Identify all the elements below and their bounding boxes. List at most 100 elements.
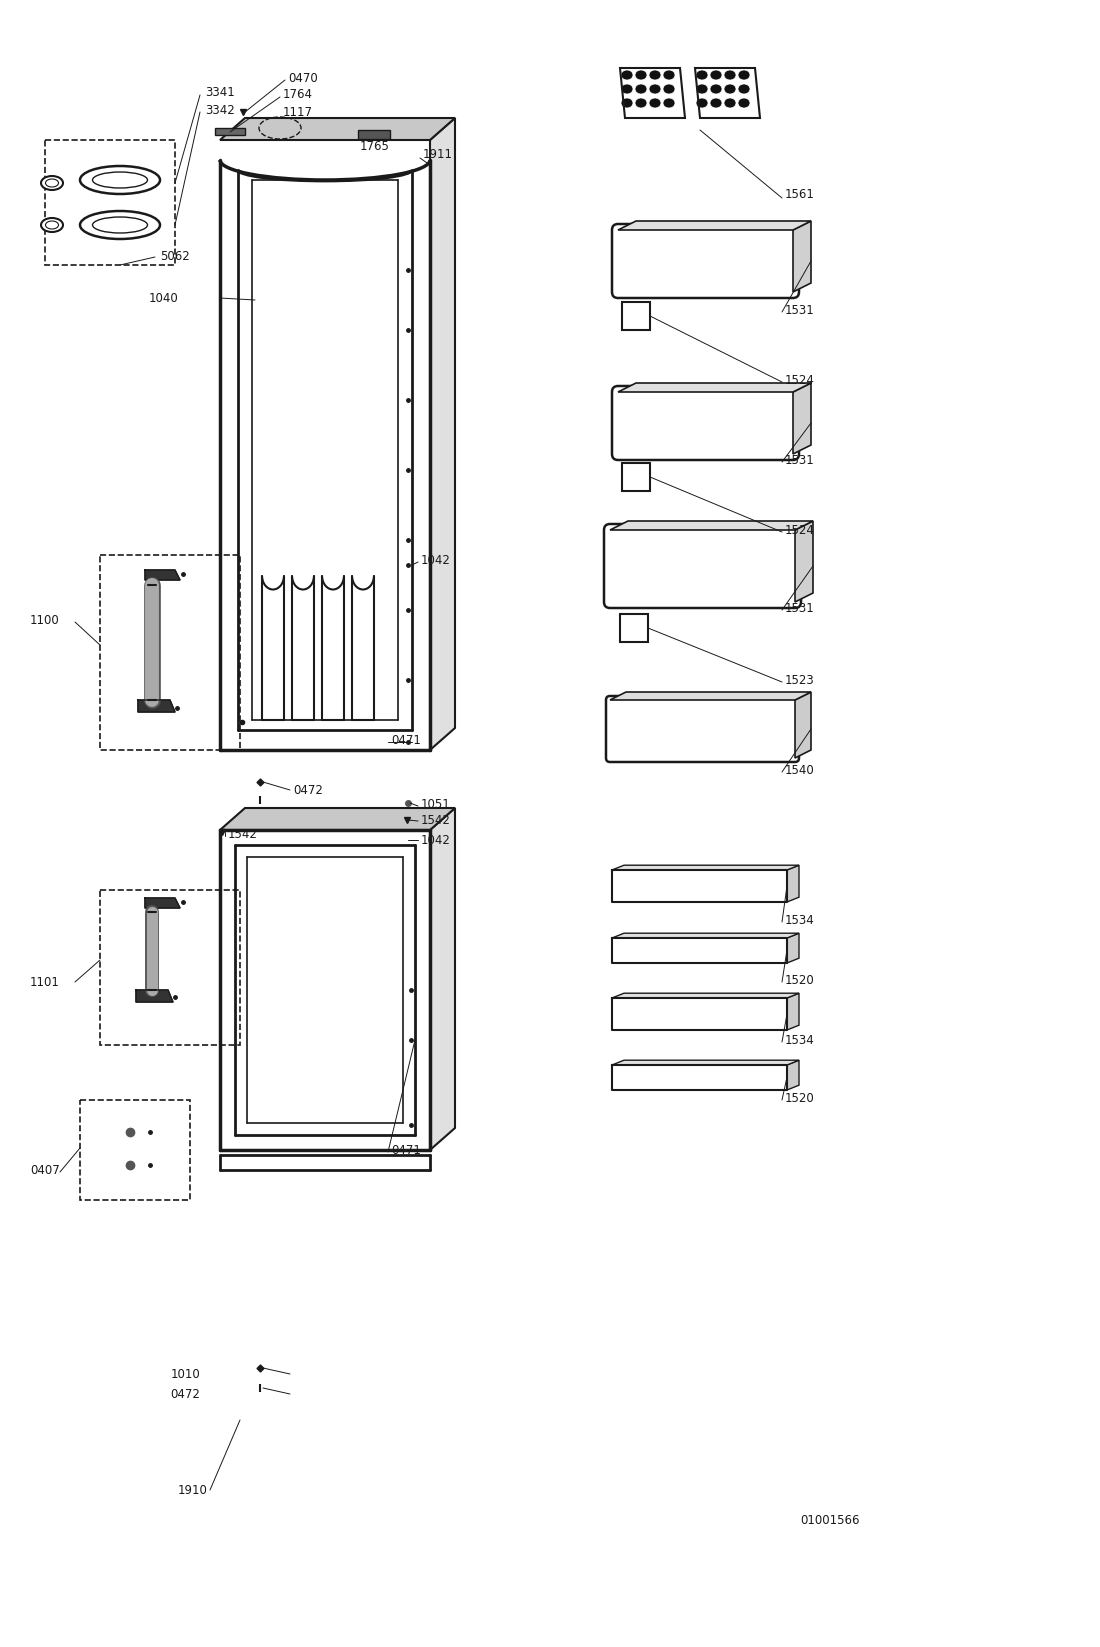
FancyBboxPatch shape: [604, 524, 801, 608]
Text: 1101: 1101: [30, 975, 59, 988]
Polygon shape: [786, 1061, 799, 1090]
Text: 01001566: 01001566: [800, 1514, 859, 1527]
Polygon shape: [145, 570, 180, 580]
Polygon shape: [786, 934, 799, 963]
Text: 1542: 1542: [228, 828, 257, 842]
Ellipse shape: [724, 99, 736, 109]
Text: 1765: 1765: [360, 140, 389, 153]
Text: 1531: 1531: [785, 453, 815, 466]
Polygon shape: [786, 865, 799, 903]
Text: 1910: 1910: [178, 1484, 208, 1497]
Text: 1010: 1010: [170, 1367, 200, 1380]
Bar: [45, 140, 175, 265]
Polygon shape: [145, 898, 180, 907]
Polygon shape: [786, 993, 799, 1029]
Ellipse shape: [738, 99, 750, 109]
Text: 0472: 0472: [293, 784, 323, 797]
Ellipse shape: [696, 71, 708, 81]
Polygon shape: [795, 520, 813, 603]
Text: 0407: 0407: [30, 1163, 59, 1176]
Ellipse shape: [621, 84, 632, 94]
Text: 1531: 1531: [785, 303, 815, 316]
Ellipse shape: [635, 99, 647, 109]
Bar: [620, 614, 648, 642]
Ellipse shape: [41, 176, 63, 189]
Ellipse shape: [738, 71, 750, 81]
Text: 1100: 1100: [30, 613, 59, 626]
Polygon shape: [793, 384, 811, 455]
Polygon shape: [220, 119, 455, 140]
FancyBboxPatch shape: [612, 224, 799, 298]
Ellipse shape: [696, 84, 708, 94]
Ellipse shape: [663, 84, 675, 94]
Polygon shape: [612, 1061, 799, 1066]
Ellipse shape: [738, 84, 750, 94]
Text: 0470: 0470: [288, 71, 318, 84]
Polygon shape: [612, 865, 799, 870]
Bar: [80, 1100, 190, 1201]
Text: 1042: 1042: [421, 833, 451, 847]
Text: 1534: 1534: [785, 1034, 815, 1046]
Ellipse shape: [621, 99, 632, 109]
Bar: [214, 128, 245, 135]
Ellipse shape: [80, 211, 160, 239]
Ellipse shape: [696, 99, 708, 109]
Polygon shape: [430, 809, 455, 1150]
Text: 0471: 0471: [390, 733, 421, 746]
Ellipse shape: [649, 84, 661, 94]
Text: 5062: 5062: [160, 250, 189, 264]
Text: 1531: 1531: [785, 601, 815, 614]
Ellipse shape: [649, 71, 661, 81]
Polygon shape: [610, 520, 813, 530]
Bar: [358, 130, 390, 138]
Text: 1524: 1524: [785, 374, 815, 387]
Text: 3341: 3341: [205, 86, 234, 99]
Text: 1040: 1040: [148, 292, 178, 305]
Text: 1042: 1042: [421, 553, 451, 567]
FancyBboxPatch shape: [612, 385, 799, 460]
Polygon shape: [618, 221, 811, 231]
Ellipse shape: [663, 99, 675, 109]
Ellipse shape: [649, 99, 661, 109]
Ellipse shape: [710, 84, 722, 94]
Text: 3342: 3342: [205, 104, 234, 117]
Ellipse shape: [724, 71, 736, 81]
Polygon shape: [795, 692, 811, 758]
Bar: [100, 555, 240, 749]
Text: 1540: 1540: [785, 764, 815, 776]
Ellipse shape: [635, 84, 647, 94]
Text: 0471: 0471: [390, 1143, 421, 1156]
Text: 1911: 1911: [424, 148, 453, 161]
Polygon shape: [612, 993, 799, 998]
Polygon shape: [430, 119, 455, 749]
Ellipse shape: [621, 71, 632, 81]
Polygon shape: [793, 221, 811, 292]
Polygon shape: [136, 990, 173, 1001]
Text: 1542: 1542: [421, 814, 451, 827]
Text: 1523: 1523: [785, 674, 815, 687]
Text: 1051: 1051: [421, 799, 451, 812]
Ellipse shape: [80, 166, 160, 194]
Polygon shape: [618, 384, 811, 392]
Ellipse shape: [41, 217, 63, 232]
Text: 0472: 0472: [170, 1388, 200, 1402]
Polygon shape: [220, 809, 455, 830]
Ellipse shape: [710, 99, 722, 109]
Text: 1561: 1561: [785, 188, 815, 201]
Bar: [621, 463, 650, 491]
Text: 1764: 1764: [283, 89, 313, 102]
Polygon shape: [610, 692, 811, 700]
FancyBboxPatch shape: [606, 697, 799, 763]
Text: 1520: 1520: [785, 973, 815, 987]
Bar: [621, 301, 650, 329]
Ellipse shape: [710, 71, 722, 81]
Text: 1534: 1534: [785, 914, 815, 927]
Bar: [100, 889, 240, 1044]
Ellipse shape: [635, 71, 647, 81]
Polygon shape: [138, 700, 175, 712]
Text: 1117: 1117: [283, 107, 313, 120]
Text: 1520: 1520: [785, 1092, 815, 1105]
Text: 1524: 1524: [785, 524, 815, 537]
Ellipse shape: [663, 71, 675, 81]
Polygon shape: [612, 934, 799, 939]
